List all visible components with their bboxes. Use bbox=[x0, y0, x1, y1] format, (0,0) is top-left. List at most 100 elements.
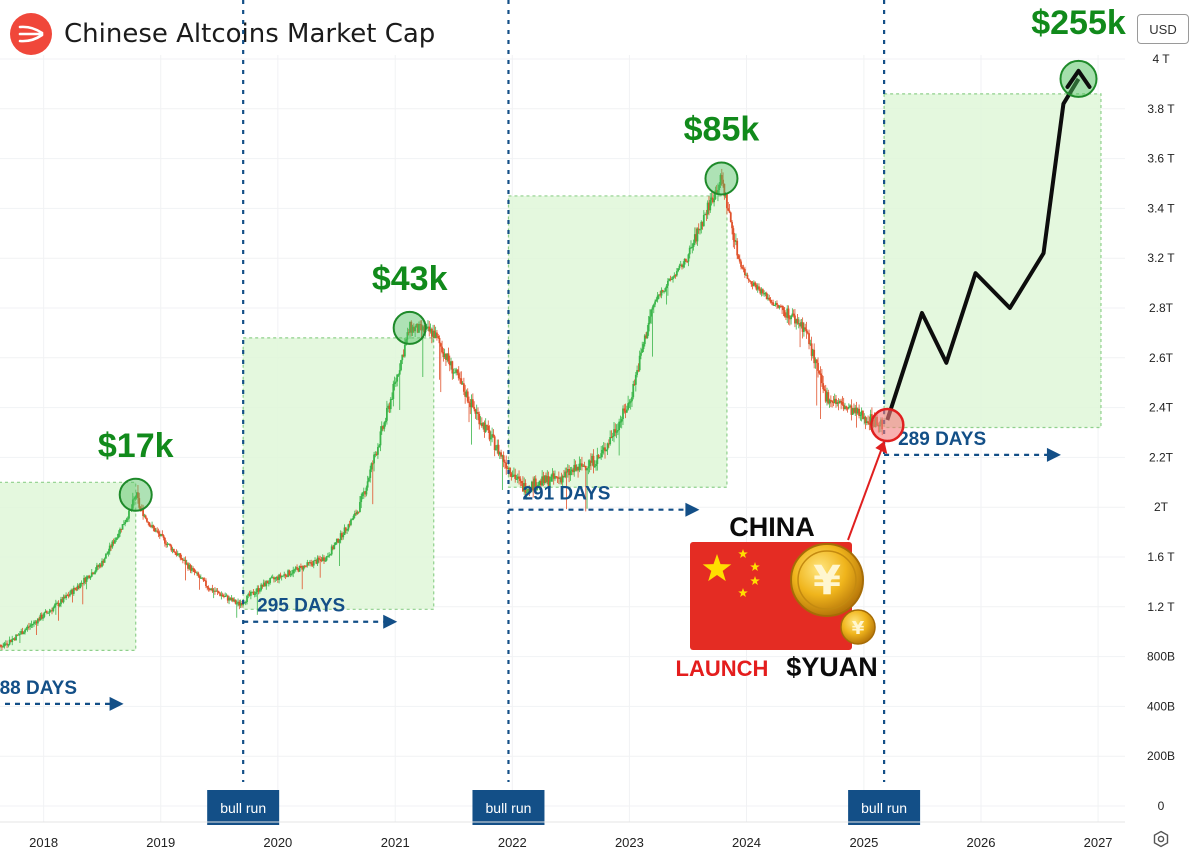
candle-body bbox=[468, 401, 470, 403]
candle-body bbox=[709, 199, 712, 211]
candle-body bbox=[196, 572, 198, 574]
candle-body bbox=[19, 633, 21, 635]
candle-body bbox=[448, 361, 451, 366]
bull-run-label: bull run bbox=[220, 800, 266, 816]
candle-body bbox=[208, 589, 211, 591]
candle-body bbox=[693, 234, 696, 243]
x-tick-label: 2024 bbox=[732, 835, 761, 850]
candle-body bbox=[649, 316, 651, 323]
candle-body bbox=[774, 303, 777, 305]
candle-body bbox=[202, 577, 205, 581]
candle-body bbox=[656, 295, 659, 300]
candle-body bbox=[161, 533, 164, 536]
candle-body bbox=[546, 476, 549, 483]
candle-body bbox=[283, 574, 286, 576]
candle-body bbox=[779, 305, 782, 307]
candle-body bbox=[425, 326, 428, 329]
candle-body bbox=[605, 449, 608, 452]
candle-body bbox=[249, 591, 252, 596]
candle-body bbox=[47, 612, 50, 614]
candle-body bbox=[419, 323, 422, 325]
candle-body bbox=[842, 404, 845, 410]
candle-body bbox=[751, 284, 754, 286]
candle-body bbox=[388, 405, 391, 410]
candle-body bbox=[645, 335, 647, 339]
candle-body bbox=[316, 557, 319, 564]
candle-body bbox=[110, 545, 112, 548]
candle-body bbox=[568, 469, 570, 476]
settings-icon[interactable] bbox=[1152, 830, 1170, 848]
candle-body bbox=[130, 508, 133, 510]
candle-body bbox=[151, 525, 153, 527]
candle-body bbox=[741, 266, 744, 269]
candle-body bbox=[854, 407, 857, 413]
candle-body bbox=[847, 407, 850, 409]
candle-body bbox=[456, 369, 459, 374]
candle-body bbox=[27, 626, 30, 628]
candle-body bbox=[214, 590, 216, 592]
candle-body bbox=[574, 464, 577, 471]
candle-body bbox=[738, 258, 741, 262]
candle-body bbox=[588, 460, 591, 467]
candle-body bbox=[607, 443, 610, 445]
candle-body bbox=[453, 372, 456, 374]
candle-body bbox=[772, 302, 775, 306]
candle-body bbox=[288, 570, 291, 576]
candle-body bbox=[532, 481, 535, 491]
candle-body bbox=[160, 533, 162, 537]
candle-body bbox=[228, 597, 230, 601]
candle-body bbox=[632, 383, 635, 398]
candle-body bbox=[53, 605, 56, 608]
candle-body bbox=[301, 566, 304, 570]
target-arrow-head bbox=[1065, 68, 1092, 89]
candle-body bbox=[598, 457, 601, 459]
candle-body bbox=[800, 322, 803, 327]
candle-body bbox=[820, 375, 823, 384]
yuan-coin-icon bbox=[790, 543, 864, 617]
candle-body bbox=[81, 582, 84, 584]
candle-body bbox=[583, 465, 586, 467]
candle-body bbox=[400, 360, 402, 371]
candle-body bbox=[85, 576, 88, 582]
candle-body bbox=[243, 602, 246, 604]
currency-selector[interactable]: USD bbox=[1137, 14, 1189, 44]
candle-body bbox=[49, 610, 52, 612]
candle-body bbox=[169, 543, 171, 546]
candle-body bbox=[339, 533, 342, 540]
candle-body bbox=[94, 570, 97, 573]
candle-body bbox=[809, 343, 812, 345]
candle-body bbox=[139, 507, 142, 509]
x-tick-label: 2025 bbox=[849, 835, 878, 850]
candle-body bbox=[309, 562, 311, 564]
candle-body bbox=[126, 518, 129, 520]
candle-body bbox=[528, 489, 531, 491]
candle-body bbox=[673, 275, 676, 277]
candle-body bbox=[491, 434, 494, 438]
y-tick-label: 2.4T bbox=[1149, 401, 1174, 415]
candle-body bbox=[629, 401, 632, 403]
candle-body bbox=[356, 511, 359, 515]
candle-body bbox=[791, 313, 794, 316]
candle-body bbox=[691, 246, 694, 248]
y-tick-label: 3.8 T bbox=[1147, 102, 1175, 116]
candle-body bbox=[66, 595, 69, 597]
candle-body bbox=[590, 460, 592, 463]
candle-body bbox=[31, 623, 34, 625]
promo-title: CHINA bbox=[729, 512, 815, 542]
candle-body bbox=[201, 577, 204, 579]
candle-body bbox=[726, 193, 728, 209]
candle-body bbox=[80, 582, 83, 584]
candle-body bbox=[737, 255, 740, 259]
candle-body bbox=[501, 455, 504, 457]
candle-body bbox=[530, 481, 533, 491]
candle-body bbox=[466, 391, 469, 402]
candle-body bbox=[113, 540, 116, 544]
candle-body bbox=[740, 261, 742, 267]
candle-body bbox=[515, 478, 518, 480]
candle-body bbox=[56, 602, 59, 604]
candle-body bbox=[731, 222, 733, 229]
candle-body bbox=[829, 399, 832, 401]
candle-body bbox=[364, 491, 366, 495]
candle-body bbox=[246, 595, 248, 602]
candle-body bbox=[306, 562, 309, 566]
